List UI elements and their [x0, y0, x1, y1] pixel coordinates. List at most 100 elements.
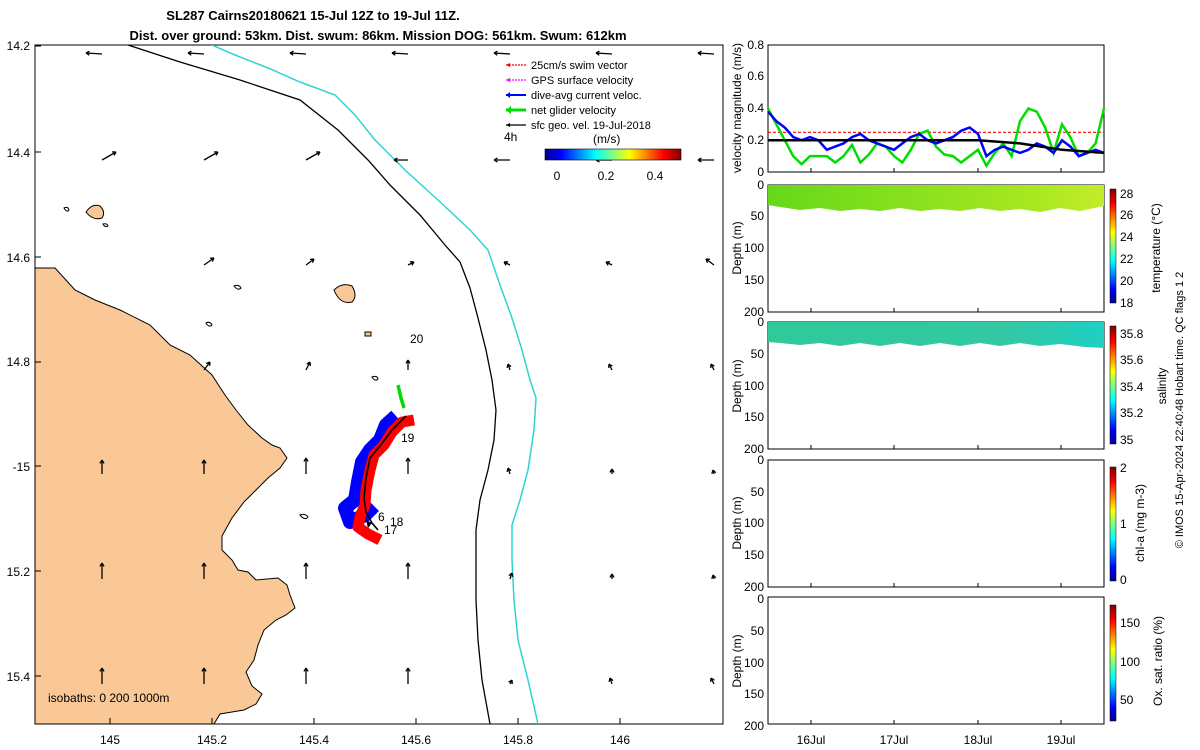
velocity-vector [609, 468, 615, 474]
velocity-vector [407, 261, 415, 266]
chla-c-tick: 1 [1120, 517, 1127, 531]
velocity-vector [493, 50, 511, 56]
y-tick: 14.4 [7, 146, 31, 160]
velocity-vector [305, 151, 321, 161]
sal-clabel: salinity [1155, 368, 1169, 405]
velocity-vector [305, 258, 315, 266]
series-net-glider-velocity [766, 106, 1106, 169]
ox-c-tick: 150 [1120, 616, 1140, 630]
x-tick: 145.6 [401, 733, 431, 747]
salinity-data [768, 322, 1104, 348]
temp-clabel: temperature (°C) [1149, 203, 1163, 293]
series-gps-surface-velocity [768, 139, 1105, 155]
track-centerline [363, 415, 407, 531]
chla-y-tick: 100 [744, 516, 764, 530]
sal-c-tick: 35.6 [1120, 353, 1144, 367]
day-label-18: 18 [390, 515, 404, 529]
mainland [35, 267, 296, 724]
velocity-vector [203, 257, 215, 266]
day-label-20: 20 [410, 332, 424, 346]
track-swim-vector [352, 414, 415, 545]
ox-y-tick: 0 [757, 592, 764, 606]
velocity-vector [203, 361, 211, 371]
sal-y-tick: 100 [744, 379, 764, 393]
chla-y-tick: 150 [744, 548, 764, 562]
island-h [63, 206, 70, 212]
chla-clabel: chl-a (mg m-3) [1133, 484, 1147, 562]
temperature-panel: 0 50 100 150 200 Depth (m) 28 26 24 22 2… [730, 178, 1163, 319]
island-i [102, 223, 109, 228]
sal-y-tick: 50 [751, 347, 765, 361]
date-tick: 18Jul [964, 733, 993, 747]
y-tick: 14.8 [7, 355, 31, 369]
map-x-ticks: 145 145.2 145.4 145.6 145.8 146 [100, 718, 630, 747]
day-label-17: 17 [384, 523, 398, 537]
credit-text: © IMOS 15-Apr-2024 22:40:48 Hobart time.… [1174, 272, 1186, 549]
temp-y-tick: 50 [751, 209, 765, 223]
salinity-panel: 0 50 100 150 200 Depth (m) 35.8 35.6 35.… [730, 315, 1169, 456]
velocity-vector [99, 667, 105, 684]
isobath-200 [127, 45, 497, 724]
ox-y-tick: 50 [751, 624, 765, 638]
isobaths-label: isobaths: 0 200 1000m [48, 691, 169, 705]
ox-y-tick: 100 [744, 656, 764, 670]
map-panel: 20 19 18 17 6 14.2 14.4 14.6 14.8 -15 15… [7, 39, 724, 747]
velocity-vector [493, 157, 510, 163]
ox-y-tick: 200 [744, 719, 764, 733]
map-legend: 25cm/s swim vector GPS surface velocity … [506, 60, 651, 132]
velocity-vector [605, 261, 613, 266]
velocity-vector [203, 151, 219, 161]
ox-colorbar [1109, 604, 1117, 722]
glider-track [338, 384, 415, 545]
velocity-vector [697, 157, 714, 163]
ox-clabel: Ox. sat. ratio (%) [1151, 616, 1165, 706]
y-tick: 15.4 [7, 670, 31, 684]
y-tick: 15.2 [7, 565, 31, 579]
oxygen-frame [767, 596, 1105, 725]
x-tick: 145.8 [503, 733, 533, 747]
vel-y-tick: 0.2 [747, 133, 764, 147]
velocity-vector [405, 667, 411, 684]
x-tick: 146 [610, 733, 630, 747]
velocity-vector [608, 677, 614, 685]
velocity-vector [289, 50, 307, 56]
velocity-vector [101, 151, 117, 161]
velocity-vector [508, 572, 514, 580]
ox-ylabel: Depth (m) [730, 634, 744, 687]
velocity-vector [305, 361, 311, 371]
sal-y-tick: 0 [757, 315, 764, 329]
vel-ylabel: velocity magnitude (m/s) [730, 43, 744, 173]
chla-colorbar [1109, 466, 1117, 582]
velocity-vector [201, 459, 207, 474]
colorbar-tick: 0.4 [647, 169, 664, 183]
map-y-ticks: 14.2 14.4 14.6 14.8 -15 15.2 15.4 [7, 39, 41, 684]
velocity-vector [711, 469, 717, 475]
island-a [85, 204, 105, 220]
velocity-vector [99, 562, 105, 579]
velocity-vector [608, 363, 613, 371]
colorbar-unit: (m/s) [593, 132, 620, 146]
chla-frame [767, 459, 1105, 588]
velocity-vector [503, 261, 511, 266]
colorbar-tick: 0.2 [598, 169, 615, 183]
isobath-1000 [211, 45, 539, 724]
colorbar-prefix: 4h [504, 130, 517, 144]
y-tick: -15 [13, 460, 31, 474]
temp-c-tick: 22 [1120, 252, 1134, 266]
velocity-vector [710, 363, 715, 371]
temp-y-tick: 100 [744, 241, 764, 255]
velocity-vector [201, 667, 207, 684]
velocity-vector [303, 457, 309, 474]
sal-c-tick: 35 [1120, 433, 1134, 447]
velocity-vector [85, 50, 103, 56]
vel-y-tick: 0.8 [747, 38, 764, 52]
legend-swim: 25cm/s swim vector [531, 60, 628, 72]
x-tick: 145 [100, 733, 120, 747]
temperature-data [768, 185, 1104, 212]
day-label-19: 19 [401, 431, 415, 445]
legend-net: net glider velocity [531, 105, 616, 117]
vel-y-tick: 0 [757, 165, 764, 179]
chla-y-tick: 200 [744, 580, 764, 594]
y-tick: 14.2 [7, 39, 31, 53]
oxygen-panel: 0 50 100 150 200 Depth (m) 150 100 50 Ox… [730, 592, 1165, 747]
